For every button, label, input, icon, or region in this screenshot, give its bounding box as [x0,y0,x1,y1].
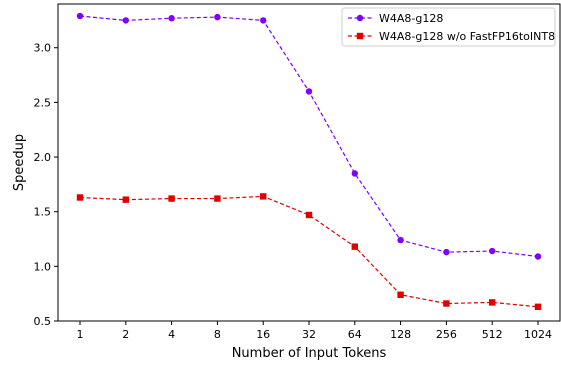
data-point [397,291,404,298]
data-point [214,13,221,21]
data-point [214,195,221,202]
y-tick-label: 1.5 [34,206,52,219]
data-point [489,299,496,306]
y-tick-label: 1.0 [34,260,52,273]
x-tick-label: 64 [348,328,362,341]
legend-marker [356,14,364,22]
legend-label: W4A8-g128 w/o FastFP16toINT8 [379,30,555,43]
series-1 [76,12,542,260]
data-point [351,170,358,177]
x-tick-label: 2 [122,328,129,341]
x-tick-label: 32 [302,328,316,341]
x-axis-label: Number of Input Tokens [232,346,387,361]
data-point [397,236,404,244]
data-point [443,248,450,256]
axes-layer: 1 2 4 8 16 32 64 128 256 512 1024 0.5 1.0 1.5 2.0 2.5 3.… [34,3,561,341]
y-axis-label: Speedup [12,134,27,191]
x-tick-label: 16 [256,328,270,341]
y-tick-label: 2.0 [34,151,52,164]
data-point [168,195,175,202]
x-tick-label: 1 [77,328,84,341]
data-point [76,194,84,201]
data-point [122,17,129,24]
data-point [260,17,267,24]
data-point [351,243,358,250]
legend-box [341,7,556,47]
series-line [79,195,539,308]
x-tick-label: 4 [168,328,175,341]
data-point [260,193,267,200]
data-point [122,196,129,203]
legend-label: W4A8-g128 [379,12,443,25]
data-point [76,12,84,20]
x-tick-label: 512 [482,328,503,341]
data-point [305,211,313,219]
data-point [489,247,496,255]
y-tick-label: 3.0 [34,42,52,55]
x-tick-label: 1024 [524,328,552,341]
legend: W4A8-g128 W4A8-g128 w/o FastFP16toINT8 [341,7,556,47]
data-point [168,15,175,22]
x-tick-label: 8 [214,328,221,341]
series-2 [76,193,542,310]
data-point [443,300,450,307]
data-point [534,303,542,310]
x-tick-label: 256 [436,328,457,341]
legend-marker [356,32,364,40]
data-point [534,253,542,260]
y-tick-label: 2.5 [34,96,52,109]
y-tick-label: 0.5 [34,315,52,328]
series-layer [76,12,542,310]
data-point [305,88,313,95]
x-tick-label: 128 [390,328,411,341]
